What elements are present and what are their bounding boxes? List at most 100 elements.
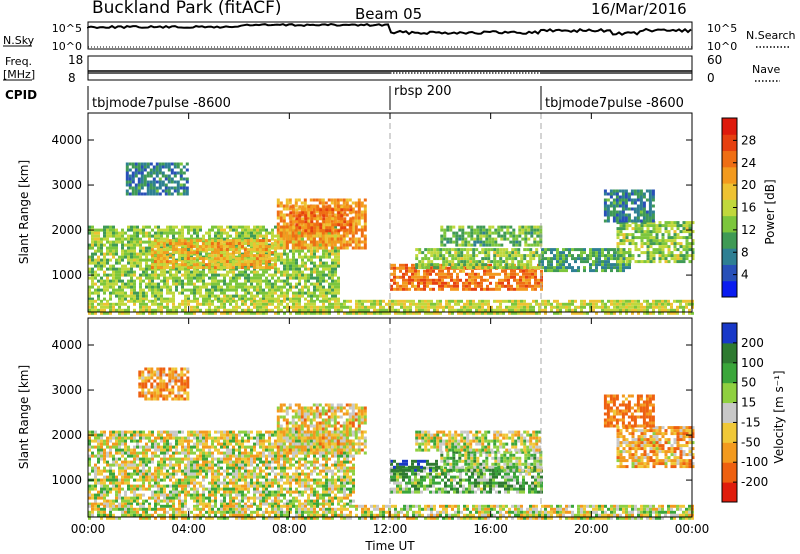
power-cell [133,240,136,244]
power-cell [577,266,580,270]
power-cell [658,308,661,312]
power-cell [217,234,220,238]
power-cell [504,269,507,273]
power-cell [306,210,310,214]
power-cell [334,273,337,277]
power-cell [261,260,265,264]
power-cell [411,266,414,270]
power-cell [223,294,226,298]
power-cell [225,251,229,255]
power-cell [688,233,692,237]
power-cell [360,234,364,238]
power-cell [235,308,238,312]
power-cell [157,228,160,232]
power-cell [607,311,610,315]
power-cell [204,239,208,243]
power-cell [313,299,316,303]
power-cell [493,251,497,255]
power-cell [679,260,683,264]
power-cell [100,240,103,244]
power-cell [436,248,440,252]
power-cell [140,177,144,181]
power-cell [325,214,329,218]
power-cell [646,227,650,231]
power-cell [450,275,453,279]
power-cell [511,248,515,252]
power-cell [556,302,559,306]
power-cell [288,201,292,205]
power-cell [255,266,259,270]
power-cell [457,311,460,315]
power-cell [109,228,112,232]
power-cell [297,222,301,226]
power-cell [571,302,574,306]
power-cell [456,278,459,282]
power-cell [580,260,583,264]
power-cell [265,234,268,238]
power-cell [268,282,271,286]
power-cell [170,192,174,196]
power-cell [355,302,358,306]
power-cell [139,273,142,277]
power-cell [583,311,586,315]
power-cell [528,281,531,285]
power-cell [303,231,307,235]
power-cell [619,257,623,261]
power-cell [562,266,565,270]
power-cell [539,228,543,232]
power-cell [493,299,496,303]
power-cell [622,221,626,225]
power-cell [154,291,157,295]
power-cell [606,210,610,214]
power-cell [140,192,144,196]
power-cell [131,174,135,178]
power-cell [533,240,537,244]
power-cell [642,207,646,211]
power-cell [158,177,162,181]
power-cell [489,287,492,291]
power-cell [288,231,292,235]
power-cell [295,223,299,227]
power-cell [322,305,325,309]
power-cell [162,245,166,249]
power-cell [133,270,136,274]
power-cell [154,225,157,229]
power-cell [534,284,537,288]
power-cell [354,222,358,226]
power-cell [456,284,459,288]
power-cell [185,177,189,181]
power-cell [565,257,568,261]
power-cell [133,288,136,292]
power-cell [201,245,205,249]
power-cell [529,257,533,261]
power-cell [405,269,408,273]
power-cell [148,279,151,283]
power-cell [181,234,184,238]
power-cell [91,308,94,312]
power-cell [463,308,466,312]
power-cell [313,255,316,259]
power-cell [331,285,334,289]
power-cell [267,266,271,270]
power-cell [97,261,100,265]
power-cell [441,269,444,273]
power-cell [282,237,286,241]
power-cell [127,255,130,259]
power-cell [512,228,516,232]
power-cell [613,311,616,315]
power-cell [528,275,531,279]
power-cell [223,291,226,295]
power-cell [130,273,133,277]
power-cell [178,234,181,238]
power-cell [310,211,314,215]
power-cell [322,299,325,303]
power-cell [163,299,166,303]
power-cell [316,311,319,315]
power-cell [583,257,586,261]
power-cell [485,240,489,244]
power-cell [300,201,304,205]
power-cell [486,263,489,267]
power-cell [264,239,268,243]
power-cell [406,311,409,315]
power-cell [429,272,432,276]
